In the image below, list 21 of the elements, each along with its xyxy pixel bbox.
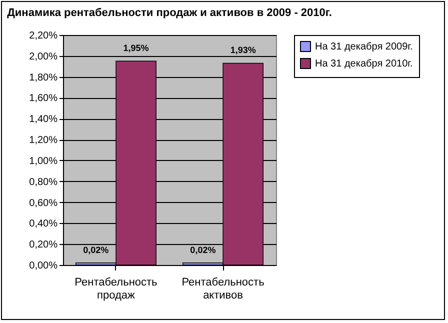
y-tick-label: 0,80% <box>29 176 58 188</box>
data-label: 0,02% <box>83 244 109 255</box>
legend-label: На 31 декабря 2010г. <box>315 58 413 70</box>
y-tick-label: 2,20% <box>29 30 58 42</box>
y-tick-label: 1,60% <box>29 93 58 104</box>
y-tick-label: 0,60% <box>29 198 58 209</box>
y-tick-label: 1,20% <box>29 135 58 146</box>
y-tick-label: 1,80% <box>29 72 58 84</box>
data-label: 0,02% <box>190 244 216 255</box>
y-tick-label: 1,40% <box>29 114 58 126</box>
y-tick-label: 2,00% <box>29 51 58 62</box>
x-tick-label: Рентабельность продаж <box>74 276 158 302</box>
y-tick-label: 0,20% <box>29 240 58 251</box>
y-tick-label: 0,00% <box>29 260 58 272</box>
data-label: 1,93% <box>230 45 256 56</box>
y-tick-label: 0,40% <box>29 218 58 230</box>
data-label: 1,95% <box>123 43 149 54</box>
chart-title: Динамика рентабельности продаж и активов в 2009 - 2010г. <box>7 7 332 19</box>
y-tick-label: 1,00% <box>29 156 58 167</box>
x-tick-label: Рентабельность активов <box>182 276 265 302</box>
legend-label: На 31 декабря 2009г. <box>315 42 413 52</box>
